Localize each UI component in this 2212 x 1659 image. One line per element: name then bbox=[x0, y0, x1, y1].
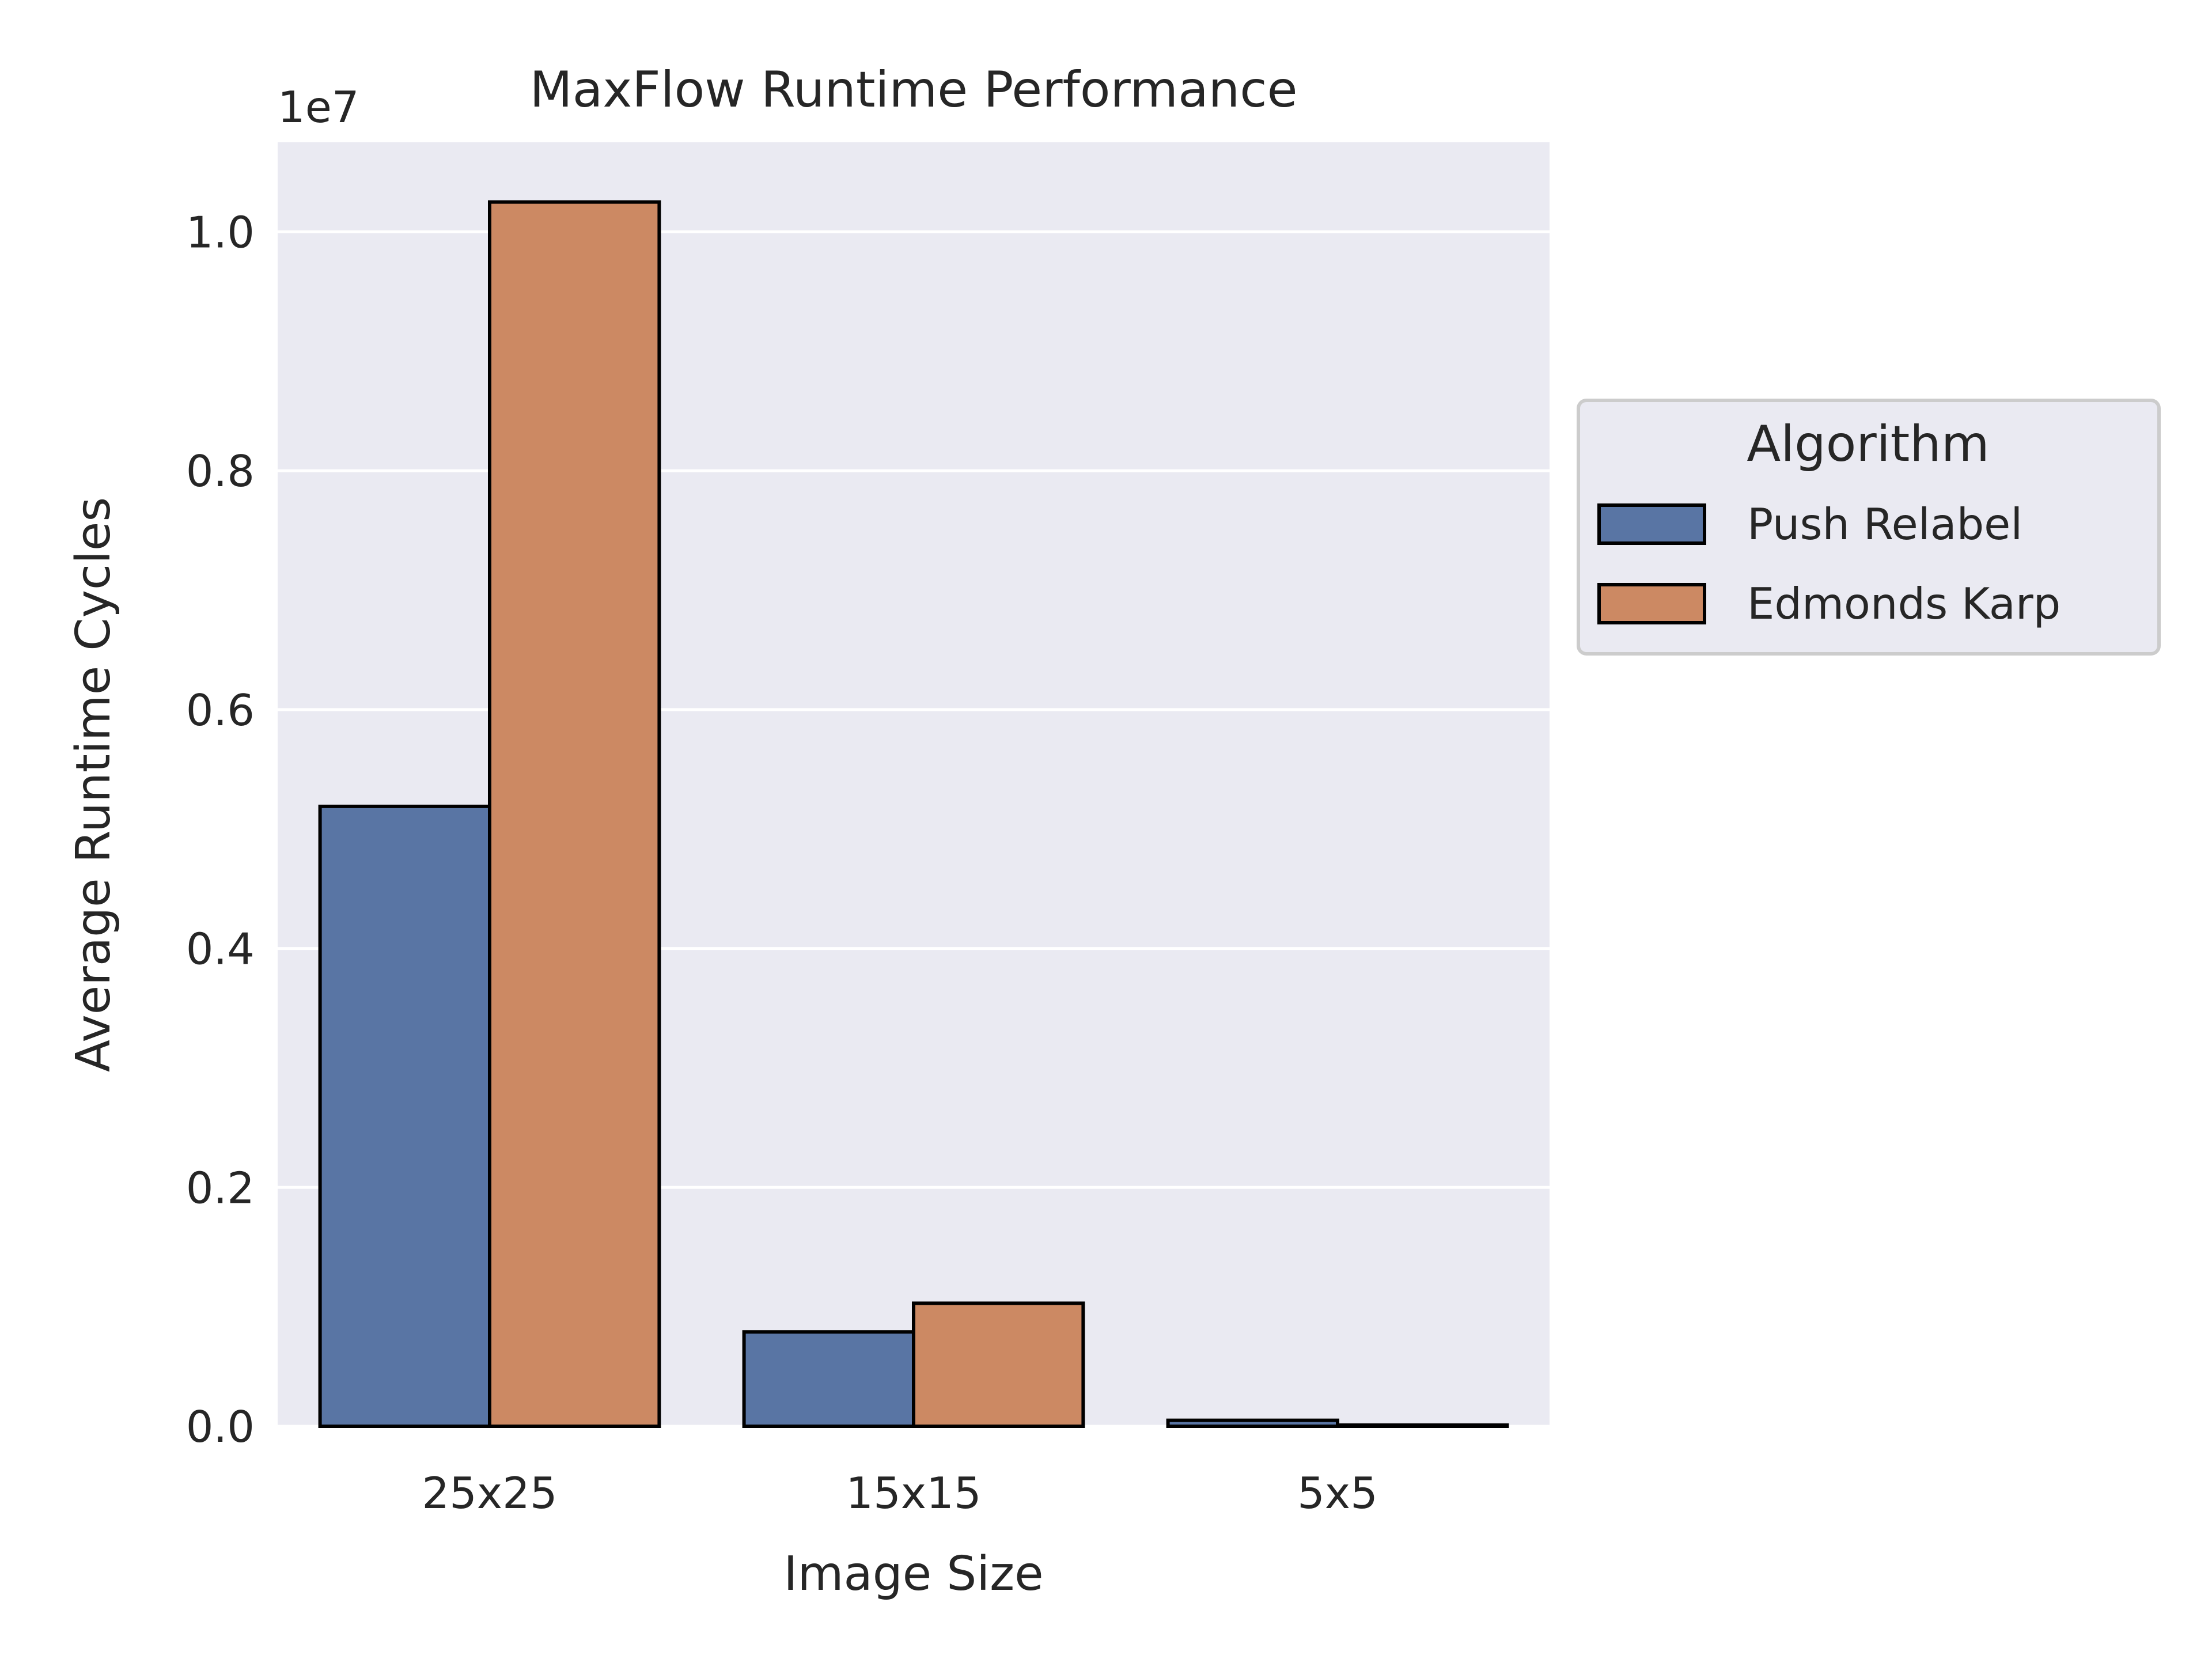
legend-items: Push Relabel Edmonds Karp bbox=[1597, 499, 2061, 629]
bar-push-relabel-5x5 bbox=[1166, 1418, 1339, 1429]
chart-title: MaxFlow Runtime Performance bbox=[530, 61, 1298, 119]
x-tick-label: 5x5 bbox=[1297, 1468, 1378, 1518]
legend-label: Edmonds Karp bbox=[1747, 578, 2061, 629]
bar-edmonds-karp-25x25 bbox=[488, 200, 661, 1429]
legend-label: Push Relabel bbox=[1747, 499, 2022, 550]
legend-swatch bbox=[1597, 503, 1706, 545]
x-tick-label: 25x25 bbox=[422, 1468, 557, 1518]
y-tick-label: 0.0 bbox=[186, 1402, 255, 1452]
bar-edmonds-karp-5x5 bbox=[1336, 1423, 1509, 1429]
bars bbox=[318, 200, 1509, 1429]
y-tick-label: 1.0 bbox=[186, 207, 255, 258]
legend: Algorithm Push Relabel Edmonds Karp bbox=[1577, 399, 2161, 656]
x-axis-label: Image Size bbox=[783, 1547, 1043, 1601]
legend-swatch bbox=[1597, 583, 1706, 624]
bar-edmonds-karp-15x15 bbox=[912, 1301, 1085, 1428]
y-axis-label: Average Runtime Cycles bbox=[66, 497, 121, 1072]
x-tick-label: 15x15 bbox=[846, 1468, 981, 1518]
y-tick-label: 0.2 bbox=[186, 1162, 255, 1213]
bar-push-relabel-15x15 bbox=[742, 1330, 915, 1428]
y-tick-label: 0.8 bbox=[186, 446, 255, 497]
y-offset-label: 1e7 bbox=[278, 82, 359, 132]
y-ticks: 0.0 0.2 0.4 0.6 0.8 1.0 bbox=[186, 207, 255, 1452]
y-tick-label: 0.6 bbox=[186, 685, 255, 736]
legend-frame bbox=[1577, 399, 2161, 656]
y-tick-label: 0.4 bbox=[186, 924, 255, 975]
x-ticks: 25x25 15x15 5x5 bbox=[422, 1468, 1378, 1518]
bar-push-relabel-25x25 bbox=[318, 804, 491, 1428]
legend-title: Algorithm bbox=[1747, 415, 1989, 473]
